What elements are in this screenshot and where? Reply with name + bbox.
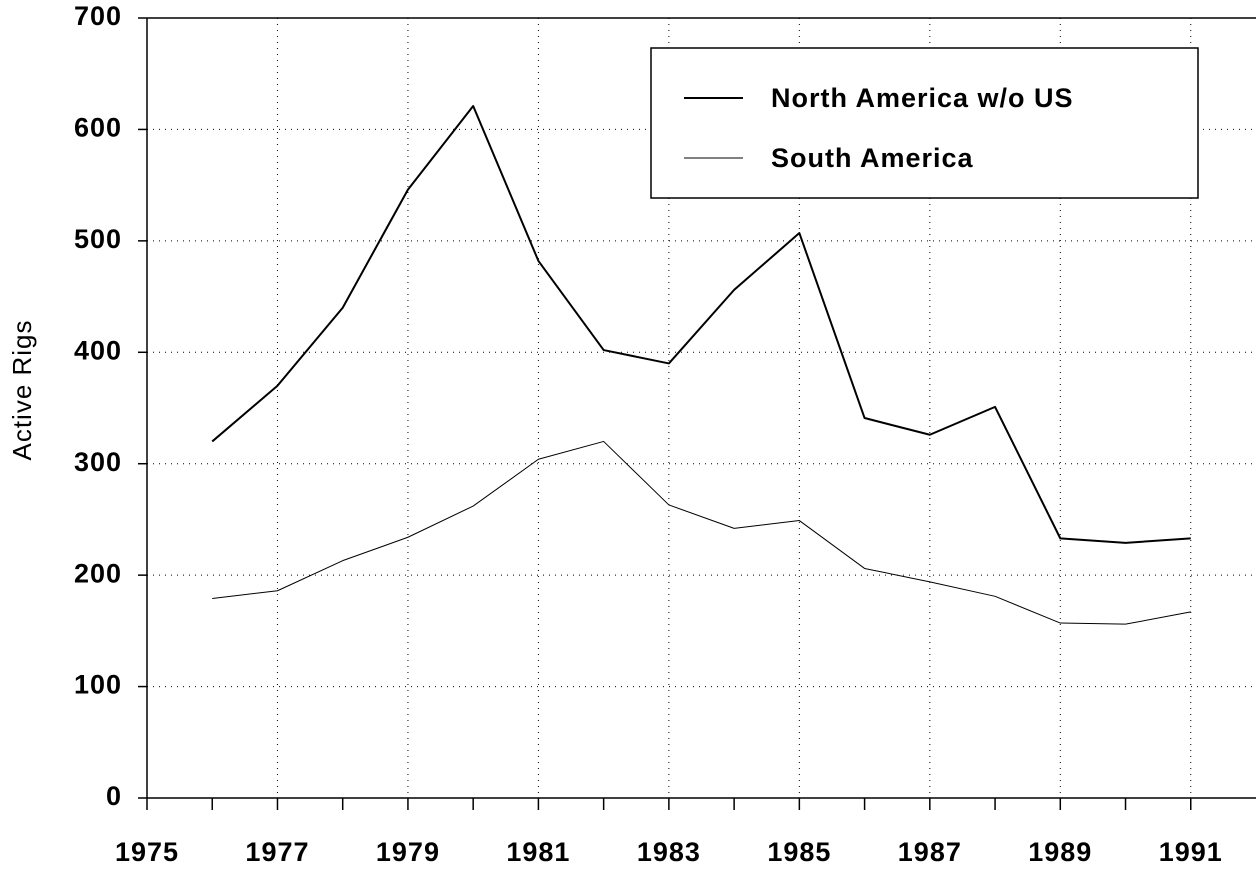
y-tick-label: 700 (74, 1, 122, 31)
legend-box (650, 47, 1199, 199)
y-tick-label: 500 (74, 224, 122, 254)
x-tick-label: 1975 (115, 837, 179, 867)
x-tick-label: 1987 (898, 837, 962, 867)
y-tick-label: 600 (74, 113, 122, 143)
y-tick-label: 400 (74, 335, 122, 365)
x-tick-label: 1979 (376, 837, 440, 867)
y-axis-label: Active Rigs (7, 319, 37, 460)
x-tick-label: 1991 (1159, 837, 1223, 867)
x-tick-label: 1985 (767, 837, 831, 867)
x-tick-label: 1989 (1028, 837, 1092, 867)
series-line (211, 105, 1191, 544)
y-tick-label: 100 (74, 670, 122, 700)
x-tick-label: 1983 (637, 837, 701, 867)
legend-label: North America w/o US (771, 83, 1074, 113)
y-tick-label: 200 (74, 558, 122, 588)
legend-label: South America (771, 143, 974, 173)
y-tick-label: 300 (74, 447, 122, 477)
x-tick-label: 1981 (506, 837, 570, 867)
x-tick-label: 1977 (245, 837, 309, 867)
y-tick-label: 0 (106, 781, 122, 811)
series-line (212, 440, 1191, 625)
